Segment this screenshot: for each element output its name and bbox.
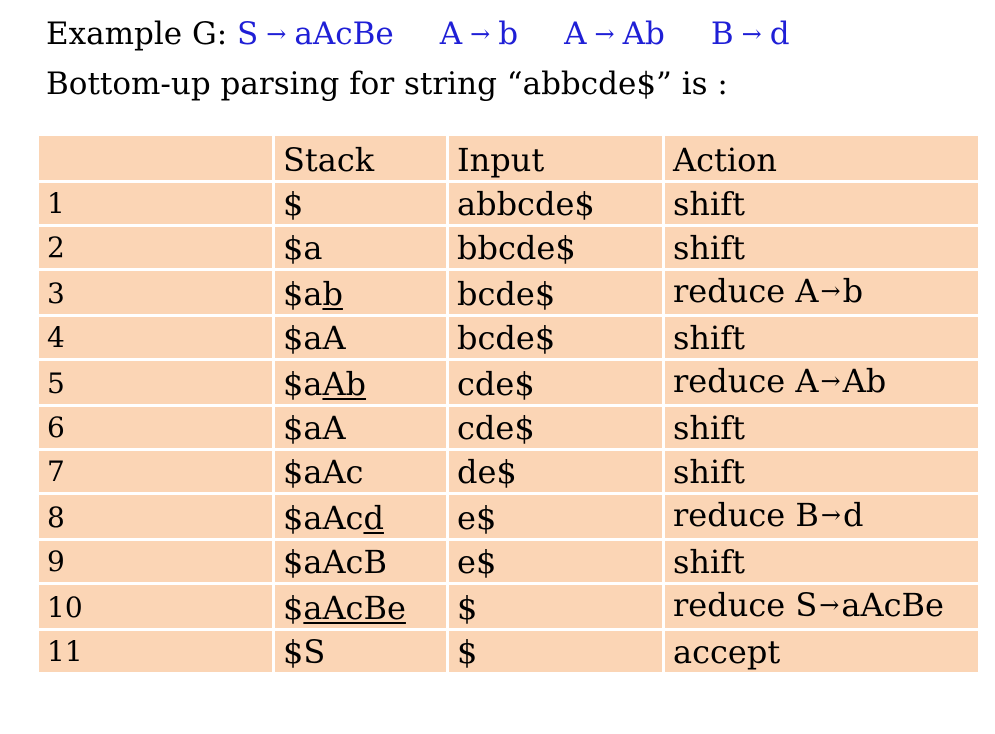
handle: d [363, 499, 384, 537]
stack-cell: $a [272, 224, 449, 271]
handle: b [322, 275, 343, 313]
grammar-rule: S → aAcBe [237, 16, 394, 52]
step-number: 8 [36, 492, 275, 541]
step-number: 4 [36, 314, 275, 361]
grammar-rule: A → b [439, 16, 519, 52]
stack-cell: $aAb [272, 358, 449, 407]
action-cell: shift [662, 448, 981, 495]
input-cell: abbcde$ [446, 180, 665, 227]
stack-cell: $aAcBe [272, 582, 449, 631]
step-number: 7 [36, 448, 275, 495]
stack-cell: $aA [272, 404, 449, 451]
table-row: 7 $aAc de$ shift [36, 448, 981, 495]
table-row: 11 $S $ accept [36, 628, 981, 675]
step-number: 1 [36, 180, 275, 227]
input-cell: e$ [446, 538, 665, 585]
action-cell: reduce A→Ab [662, 358, 981, 407]
step-number: 5 [36, 358, 275, 407]
step-number: 9 [36, 538, 275, 585]
arrow-icon: → [470, 20, 491, 48]
grammar-rule: B → d [710, 16, 790, 52]
input-cell: cde$ [446, 358, 665, 407]
input-cell: bbcde$ [446, 224, 665, 271]
step-number: 10 [36, 582, 275, 631]
table-row: 1 $ abbcde$ shift [36, 180, 981, 227]
stack-cell: $aA [272, 314, 449, 361]
table-row: 8 $aAcd e$ reduce B→d [36, 492, 981, 541]
arrow-icon: → [820, 277, 841, 305]
column-header-stack: Stack [272, 133, 449, 183]
action-cell: shift [662, 404, 981, 451]
column-header-step [36, 133, 275, 183]
grammar-prefix: Example G: [46, 16, 238, 52]
grammar-rule: A → Ab [564, 16, 665, 52]
action-cell: shift [662, 224, 981, 271]
action-cell: reduce B→d [662, 492, 981, 541]
table-row: 4 $aA bcde$ shift [36, 314, 981, 361]
handle: aAcBe [303, 589, 406, 627]
input-cell: $ [446, 628, 665, 675]
arrow-icon: → [266, 20, 287, 48]
stack-cell: $S [272, 628, 449, 675]
step-number: 2 [36, 224, 275, 271]
subtitle: Bottom-up parsing for string “abbcde$” i… [46, 66, 728, 102]
stack-cell: $ [272, 180, 449, 227]
table-row: 10 $aAcBe $ reduce S→aAcBe [36, 582, 981, 631]
column-header-action: Action [662, 133, 981, 183]
stack-cell: $ab [272, 268, 449, 317]
input-cell: bcde$ [446, 314, 665, 361]
column-header-input: Input [446, 133, 665, 183]
input-cell: e$ [446, 492, 665, 541]
parse-table: Stack Input Action 1 $ abbcde$ shift 2 $a bbcd… [36, 133, 981, 675]
table-header-row: Stack Input Action [36, 133, 981, 183]
arrow-icon: → [819, 591, 840, 619]
table-row: 3 $ab bcde$ reduce A→b [36, 268, 981, 317]
grammar-line: Example G: S → aAcBe A → b A → Ab B → d [46, 12, 790, 56]
input-cell: bcde$ [446, 268, 665, 317]
arrow-icon: → [820, 501, 841, 529]
grammar-rules: S → aAcBe A → b A → Ab B → d [237, 16, 790, 52]
input-cell: de$ [446, 448, 665, 495]
action-cell: shift [662, 180, 981, 227]
input-cell: cde$ [446, 404, 665, 451]
action-cell: accept [662, 628, 981, 675]
table-row: 6 $aA cde$ shift [36, 404, 981, 451]
arrow-icon: → [820, 367, 841, 395]
stack-cell: $aAcd [272, 492, 449, 541]
table-row: 5 $aAb cde$ reduce A→Ab [36, 358, 981, 407]
table-row: 2 $a bbcde$ shift [36, 224, 981, 271]
action-cell: reduce S→aAcBe [662, 582, 981, 631]
arrow-icon: → [594, 20, 615, 48]
stack-cell: $aAcB [272, 538, 449, 585]
handle: Ab [322, 365, 367, 403]
step-number: 6 [36, 404, 275, 451]
table-row: 9 $aAcB e$ shift [36, 538, 981, 585]
stack-cell: $aAc [272, 448, 449, 495]
input-cell: $ [446, 582, 665, 631]
step-number: 11 [36, 628, 275, 675]
step-number: 3 [36, 268, 275, 317]
arrow-icon: → [741, 20, 762, 48]
action-cell: shift [662, 314, 981, 361]
action-cell: reduce A→b [662, 268, 981, 317]
action-cell: shift [662, 538, 981, 585]
